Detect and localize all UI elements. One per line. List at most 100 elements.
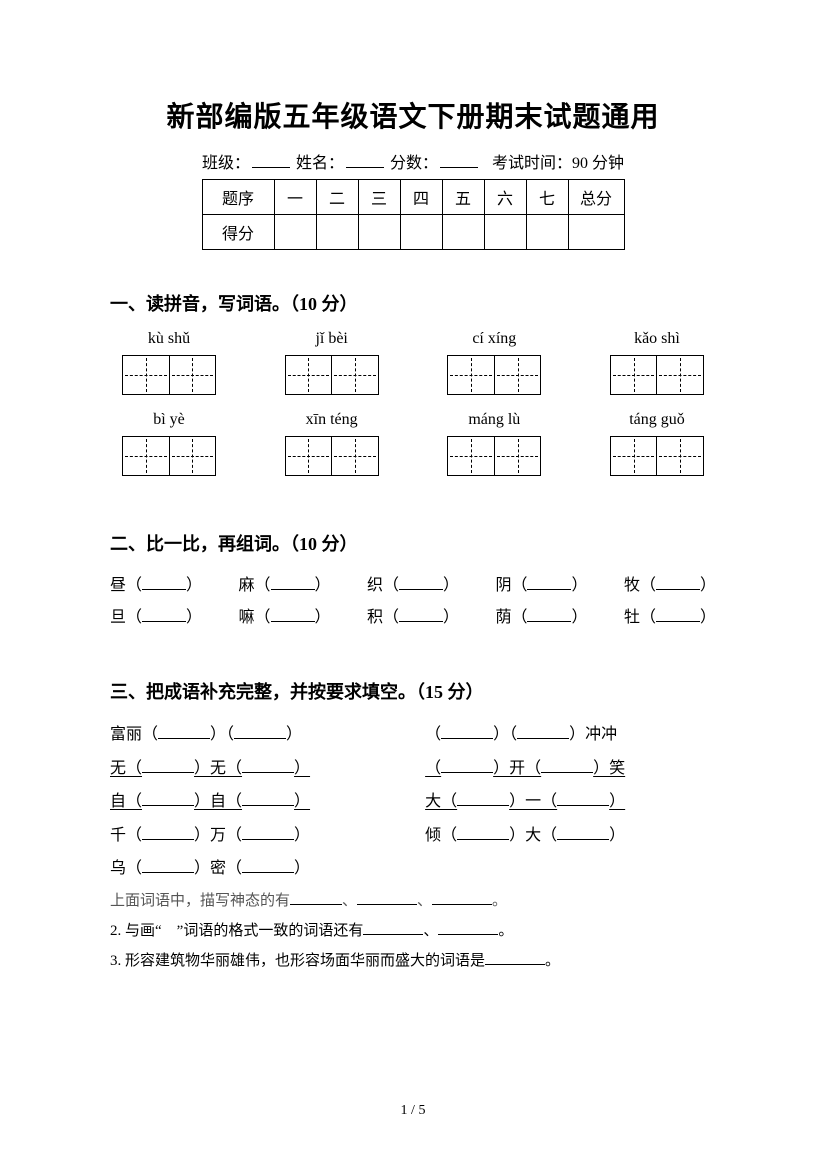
th-col: 一 — [274, 180, 316, 215]
blank — [142, 857, 194, 873]
blank — [142, 606, 186, 622]
s2-item: 麻（） — [238, 570, 330, 602]
exam-page: 新部编版五年级语文下册期末试题通用 班级： 姓名： 分数： 考试时间：90 分钟… — [0, 0, 826, 1169]
blank — [399, 574, 443, 590]
pinyin-text: kù shǔ — [110, 330, 228, 350]
char-box-pair — [610, 436, 704, 476]
pinyin-text: bì yè — [110, 411, 228, 431]
char-box-pair — [285, 355, 379, 395]
td-blank — [316, 215, 358, 250]
s2-char: 麻 — [238, 577, 254, 594]
s3-text: 3. 形容建筑物华丽雄伟，也形容场面华丽而盛大的词语是 — [110, 953, 485, 969]
s3-body-3: 3. 形容建筑物华丽雄伟，也形容场面华丽而盛大的词语是。 — [110, 946, 716, 976]
s3-left: 无（）无（） — [110, 752, 425, 786]
char-box-pair — [447, 436, 541, 476]
char-box — [123, 356, 170, 394]
s3-right: （）（）冲冲 — [425, 718, 716, 752]
pinyin-item: táng guǒ — [598, 411, 716, 476]
blank — [441, 723, 493, 739]
pinyin-row: kù shǔ jǐ bèi cí xíng kǎo shì — [110, 330, 716, 395]
char-box — [332, 437, 378, 475]
th-col: 二 — [316, 180, 358, 215]
th-col: 四 — [400, 180, 442, 215]
s2-item: 牧（） — [624, 570, 716, 602]
blank — [441, 757, 493, 773]
pinyin-item: xīn téng — [273, 411, 391, 476]
s3-right: 倾（）大（） — [425, 819, 716, 853]
blank — [541, 757, 593, 773]
char-box — [286, 437, 333, 475]
th-col: 六 — [484, 180, 526, 215]
section1-title: 一、读拼音，写词语。（10 分） — [110, 290, 716, 316]
pinyin-item: kǎo shì — [598, 330, 716, 395]
char-box-pair — [122, 436, 216, 476]
s3-right — [425, 852, 716, 886]
char-box — [611, 437, 658, 475]
td-blank — [526, 215, 568, 250]
blank — [527, 606, 571, 622]
s2-item: 荫（） — [495, 602, 587, 634]
s2-char: 积 — [367, 609, 383, 626]
s3-text: 上面词语中，描写神态的有 — [110, 893, 290, 909]
info-line: 班级： 姓名： 分数： 考试时间：90 分钟 — [110, 149, 716, 173]
sep: 、 — [423, 923, 438, 939]
blank — [242, 757, 294, 773]
pinyin-item: cí xíng — [435, 330, 553, 395]
char-box-pair — [610, 355, 704, 395]
pinyin-text: jǐ bèi — [273, 330, 391, 350]
blank — [363, 920, 423, 935]
blank — [557, 824, 609, 840]
section3-title: 三、把成语补充完整，并按要求填空。（15 分） — [110, 678, 716, 704]
s2-item: 昼（） — [110, 570, 202, 602]
s2-char: 昼 — [110, 577, 126, 594]
pinyin-item: bì yè — [110, 411, 228, 476]
time-label: 考试时间：90 分钟 — [492, 155, 624, 172]
blank — [357, 890, 417, 905]
char-box — [332, 356, 378, 394]
s2-char: 织 — [367, 577, 383, 594]
table-row: 得分 — [202, 215, 624, 250]
char-box — [448, 437, 495, 475]
char-box — [495, 356, 541, 394]
s2-item: 旦（） — [110, 602, 202, 634]
td-blank — [484, 215, 526, 250]
char-box — [495, 437, 541, 475]
blank — [142, 790, 194, 806]
td-score-label: 得分 — [202, 215, 274, 250]
s3-right: （）开（）笑 — [425, 752, 716, 786]
th-col: 七 — [526, 180, 568, 215]
blank — [457, 824, 509, 840]
s2-item: 牡（） — [624, 602, 716, 634]
s2-item: 嘛（） — [238, 602, 330, 634]
page-num: 1 — [401, 1103, 408, 1118]
s3-line: 乌（）密（） — [110, 852, 716, 886]
page-total: 5 — [418, 1103, 425, 1118]
s3-line: 无（）无（）（）开（）笑 — [110, 752, 716, 786]
blank — [656, 606, 700, 622]
s2-char: 牧 — [624, 577, 640, 594]
blank — [290, 890, 342, 905]
char-box — [123, 437, 170, 475]
s3-body-2: 2. 与画“ ”词语的格式一致的词语还有、。 — [110, 916, 716, 946]
td-blank — [568, 215, 624, 250]
s3-left: 富丽（）（） — [110, 718, 425, 752]
th-seq: 题序 — [202, 180, 274, 215]
s2-char: 嘛 — [238, 609, 254, 626]
s2-char: 牡 — [624, 609, 640, 626]
period: 。 — [492, 893, 507, 909]
blank — [142, 757, 194, 773]
blank — [271, 574, 315, 590]
table-row: 题序 一 二 三 四 五 六 七 总分 — [202, 180, 624, 215]
s3-right: 大（）一（） — [425, 785, 716, 819]
pinyin-text: xīn téng — [273, 411, 391, 431]
section2-title: 二、比一比，再组词。（10 分） — [110, 530, 716, 556]
td-blank — [358, 215, 400, 250]
pinyin-text: máng lù — [435, 411, 553, 431]
pinyin-text: kǎo shì — [598, 330, 716, 350]
blank — [158, 723, 210, 739]
class-blank — [252, 152, 290, 168]
blank — [557, 790, 609, 806]
class-label: 班级： — [202, 155, 250, 172]
blank — [242, 824, 294, 840]
s3-line: 自（）自（）大（）一（） — [110, 785, 716, 819]
